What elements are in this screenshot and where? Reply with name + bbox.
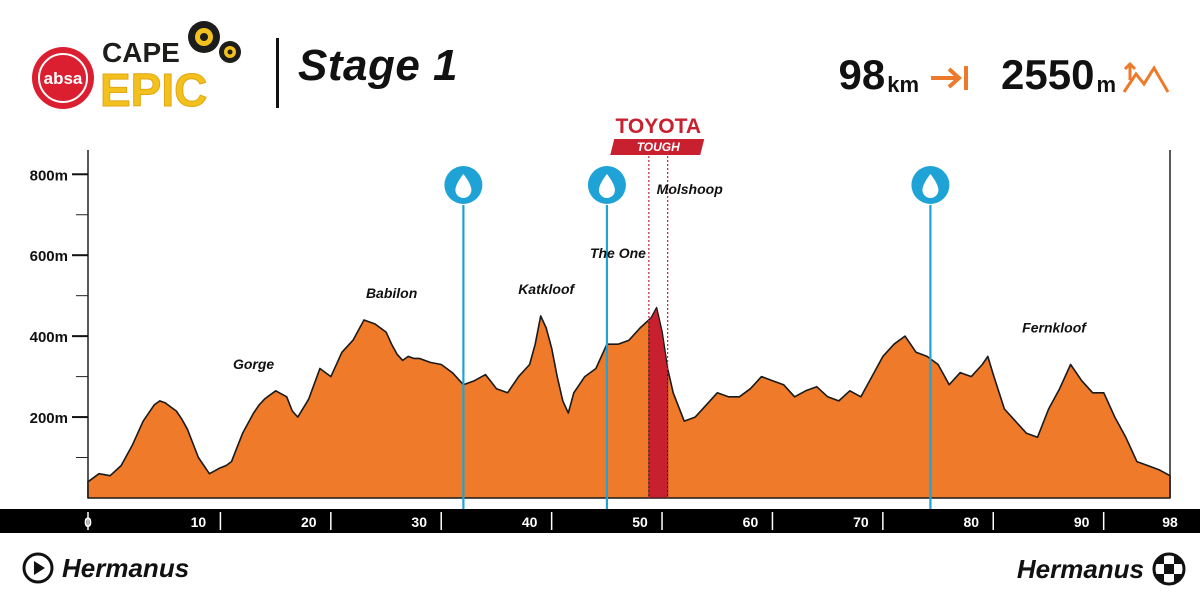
climb-label: Fernkloof xyxy=(1022,319,1087,335)
play-start-icon xyxy=(22,552,54,584)
climb-label: Molshoop xyxy=(657,181,724,197)
sponsor-sub-label: TOUGH xyxy=(637,140,680,154)
x-axis: 0 10 20 30 40 50 60 70 80 90 98 xyxy=(0,509,1200,533)
x-tick-label: 40 xyxy=(522,514,538,530)
start-location-label: Hermanus xyxy=(62,553,189,584)
x-tick-label: 90 xyxy=(1074,514,1090,530)
x-tick-label: 98 xyxy=(1162,514,1178,530)
x-tick-label: 60 xyxy=(743,514,759,530)
sponsor-segment-area xyxy=(649,308,668,498)
x-axis-bar xyxy=(0,509,1200,533)
x-tick-label: 70 xyxy=(853,514,869,530)
start-location: Hermanus xyxy=(22,552,189,584)
sponsor-brand-label: TOYOTA xyxy=(615,115,701,138)
water-drop-icon xyxy=(444,166,482,204)
y-tick-label: 200m xyxy=(30,410,68,427)
finish-location-label: Hermanus xyxy=(1017,554,1144,585)
water-drop-icon xyxy=(911,166,949,204)
climb-label: The One xyxy=(590,245,646,261)
y-tick-label: 400m xyxy=(30,329,68,346)
x-tick-label: 20 xyxy=(301,514,317,530)
climb-label: Katkloof xyxy=(518,281,575,297)
y-tick-label: 600m xyxy=(30,248,68,265)
elevation-area xyxy=(88,308,1170,498)
climb-label: Babilon xyxy=(366,285,417,301)
x-tick-label: 30 xyxy=(411,514,427,530)
checkered-flag-icon xyxy=(1152,552,1186,586)
x-tick-label: 10 xyxy=(191,514,207,530)
y-tick-label: 800m xyxy=(30,167,68,184)
finish-location: Hermanus xyxy=(1017,552,1186,586)
water-drop-icon xyxy=(588,166,626,204)
x-tick-label: 0 xyxy=(84,514,92,530)
climb-label: Gorge xyxy=(233,356,274,372)
x-tick-label: 50 xyxy=(632,514,648,530)
elevation-series xyxy=(88,308,1170,498)
x-tick-label: 80 xyxy=(963,514,979,530)
